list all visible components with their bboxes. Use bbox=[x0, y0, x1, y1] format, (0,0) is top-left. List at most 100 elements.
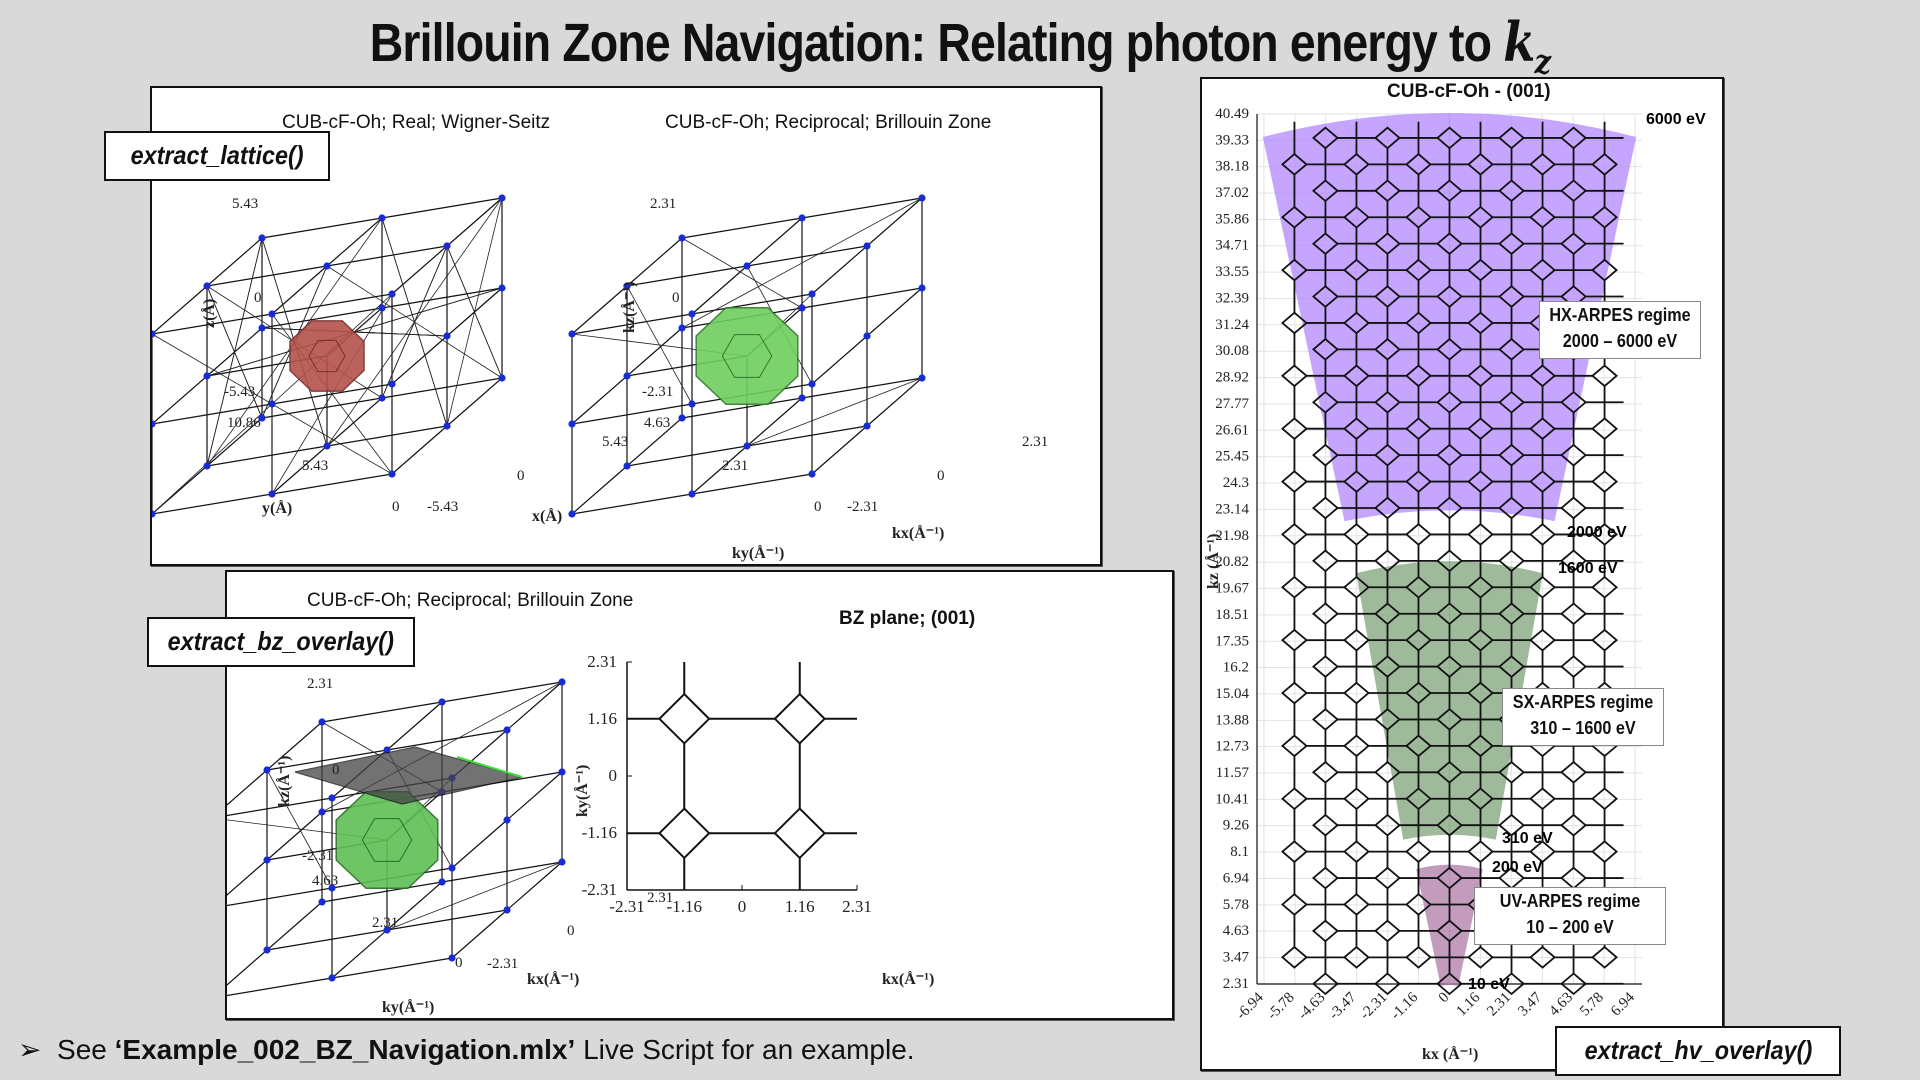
tick: 4.63 bbox=[312, 873, 338, 889]
bz-diamond bbox=[1436, 602, 1463, 626]
page-title: Brillouin Zone Navigation: Relating phot… bbox=[134, 10, 1785, 82]
hv-title: CUB-cF-Oh - (001) bbox=[1387, 81, 1551, 102]
hv-y-axis-label: kz (Å⁻¹) bbox=[1204, 534, 1222, 589]
lattice-node bbox=[448, 954, 456, 962]
lattice-edge bbox=[801, 377, 923, 399]
bz-diamond bbox=[1560, 179, 1587, 203]
bz-diamond bbox=[1498, 813, 1525, 837]
bz-diamond bbox=[1343, 258, 1370, 282]
cut-plane-edge bbox=[456, 756, 523, 778]
bz-diamond bbox=[1374, 337, 1401, 361]
lattice-node bbox=[688, 490, 696, 498]
bz-diamond bbox=[1281, 787, 1308, 811]
bz-diamond bbox=[1498, 390, 1525, 414]
lattice-edge bbox=[506, 771, 563, 821]
title-kz: kz bbox=[1503, 10, 1551, 82]
lattice-node bbox=[623, 462, 631, 470]
zone-polyhedron bbox=[289, 320, 365, 392]
lattice-edge bbox=[152, 285, 208, 335]
tick: 5.43 bbox=[602, 434, 628, 450]
lattice-edge bbox=[227, 887, 333, 907]
hv-y-tick: 10.41 bbox=[1215, 791, 1249, 807]
hv-y-tick: 28.92 bbox=[1215, 370, 1249, 386]
bz-diamond bbox=[1498, 655, 1525, 678]
extract-lattice-label: extract_lattice() bbox=[104, 131, 330, 181]
lattice-node bbox=[863, 332, 871, 340]
bz-diamond bbox=[1529, 523, 1556, 546]
lattice-node bbox=[678, 324, 686, 332]
hv-y-tick: 25.45 bbox=[1215, 449, 1249, 465]
lattice-node bbox=[258, 234, 266, 242]
bz-diamond bbox=[1374, 708, 1401, 731]
bz-diamond bbox=[1281, 523, 1308, 546]
bz-diamond bbox=[1529, 152, 1556, 176]
hv-y-tick: 38.18 bbox=[1215, 159, 1249, 175]
lattice-edge bbox=[681, 197, 923, 329]
hv-y-tick: 3.47 bbox=[1223, 950, 1250, 966]
bz-diamond bbox=[1343, 628, 1370, 652]
bz-diamond bbox=[1467, 417, 1494, 441]
lattice-edge bbox=[386, 909, 508, 931]
bz-diamond bbox=[1529, 205, 1556, 229]
lattice-node bbox=[623, 282, 631, 290]
lattice-node bbox=[263, 946, 271, 954]
lattice-node bbox=[743, 262, 751, 270]
lattice-node bbox=[678, 234, 686, 242]
lattice-node bbox=[268, 490, 276, 498]
lattice-node bbox=[383, 926, 391, 934]
hv-x-tick: -2.31 bbox=[1357, 990, 1390, 1023]
bz-overlay-figure: CUB-cF-Oh; Reciprocal; Brillouin Zone BZ… bbox=[227, 590, 975, 1016]
lattice-edge bbox=[691, 473, 813, 495]
lattice-edge bbox=[227, 797, 333, 817]
bz-diamond bbox=[1312, 179, 1339, 203]
lattice-node bbox=[688, 310, 696, 318]
bz-diamond bbox=[1281, 945, 1308, 969]
tick: -2.31 bbox=[302, 848, 333, 864]
kx-axis-label: kx(Å⁻¹) bbox=[527, 970, 579, 988]
bz-diamond bbox=[1343, 734, 1370, 758]
tick: 4.63 bbox=[644, 415, 670, 431]
lattice-edge bbox=[381, 377, 503, 399]
lattice-node bbox=[268, 310, 276, 318]
bz-diamond bbox=[1436, 655, 1463, 678]
bz-diamond bbox=[1281, 575, 1308, 599]
bz-diamond bbox=[1405, 417, 1432, 441]
bz-diamond bbox=[1281, 628, 1308, 652]
lattice-edge bbox=[152, 375, 208, 425]
hv-y-tick: 33.55 bbox=[1215, 264, 1249, 280]
lattice-node bbox=[503, 726, 511, 734]
bz-diamond bbox=[1560, 443, 1587, 467]
lattice-edge bbox=[326, 245, 448, 267]
lattice-edge bbox=[386, 701, 443, 751]
bz-diamond bbox=[1312, 866, 1339, 890]
bz-diamond bbox=[1281, 258, 1308, 282]
hv-y-tick: 30.08 bbox=[1215, 343, 1249, 359]
lattice-edge bbox=[746, 397, 803, 447]
bz-diamond bbox=[1374, 760, 1401, 784]
bz-diamond bbox=[1312, 337, 1339, 361]
hv-x-tick: 1.16 bbox=[1453, 989, 1483, 1019]
lattice-edge bbox=[811, 425, 868, 475]
bz-diamond bbox=[1467, 945, 1494, 969]
lattice-edge bbox=[266, 749, 388, 771]
bz-diamond bbox=[1529, 787, 1556, 811]
bz-diamond bbox=[1498, 496, 1525, 520]
bz-overlay-plot bbox=[227, 678, 566, 997]
lattice-edge bbox=[381, 287, 503, 309]
lattice-edge bbox=[746, 245, 868, 267]
bz-diamond bbox=[1405, 152, 1432, 176]
lattice-edge bbox=[152, 403, 273, 425]
lattice-node bbox=[798, 394, 806, 402]
lattice-edge bbox=[506, 681, 563, 731]
lattice-node bbox=[808, 290, 816, 298]
bz-diamond bbox=[1436, 126, 1463, 150]
bz-diamond bbox=[1281, 364, 1308, 388]
bz-diamond bbox=[1405, 364, 1432, 388]
ky-axis-label: ky(Å⁻¹) bbox=[382, 998, 434, 1016]
plane-x-tick: 2.31 bbox=[842, 897, 872, 916]
bz-diamond bbox=[1343, 787, 1370, 811]
lattice-edge bbox=[321, 881, 443, 903]
lattice-node bbox=[568, 330, 576, 338]
lattice-edge bbox=[271, 473, 393, 495]
uv-regime-box: UV-ARPES regime 10 – 200 eV bbox=[1474, 887, 1666, 945]
